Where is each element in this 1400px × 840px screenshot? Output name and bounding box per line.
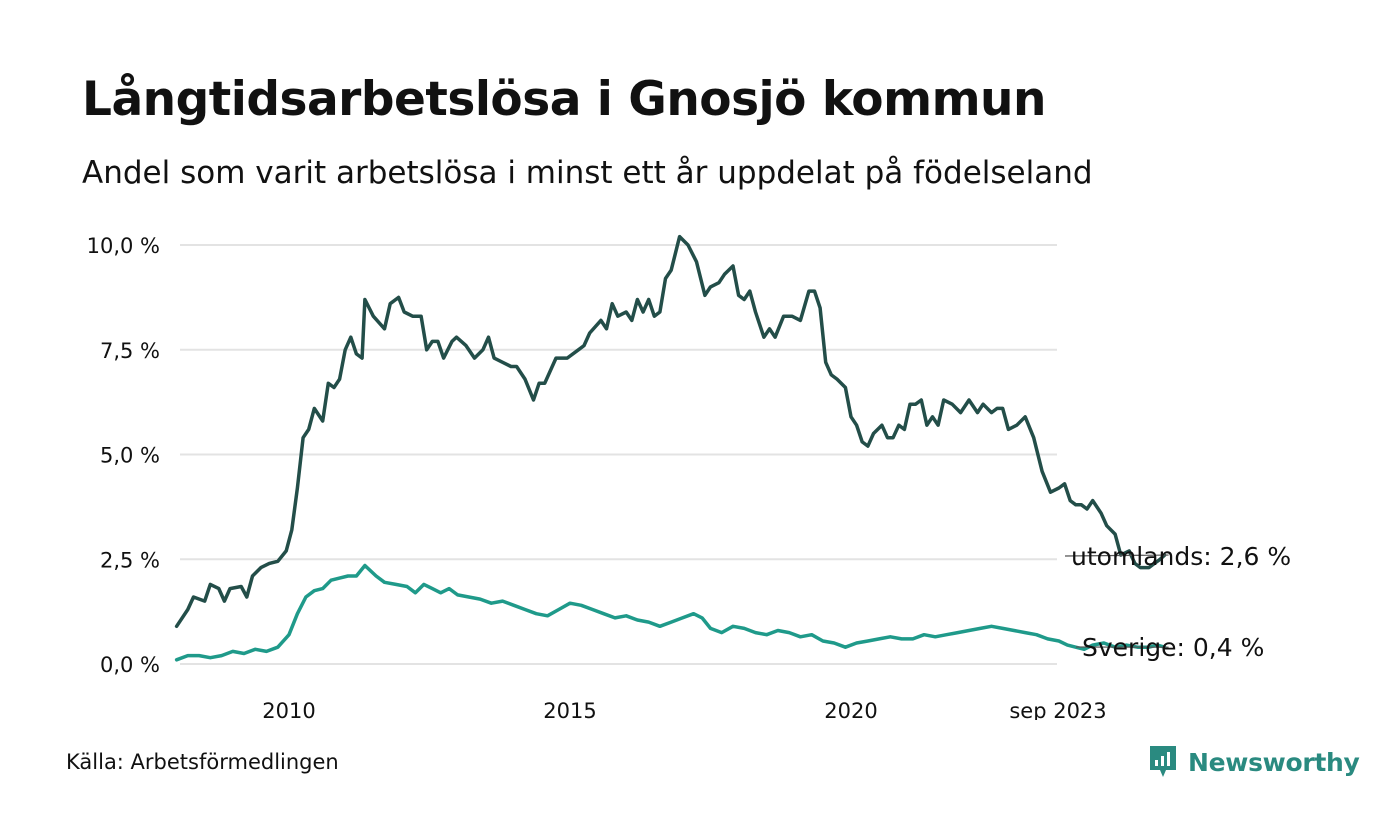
x-tick-label: sep 2023 (1009, 699, 1106, 720)
chart-subtitle: Andel som varit arbetslösa i minst ett å… (82, 155, 1093, 191)
x-tick-label: 2010 (262, 699, 315, 720)
series-lines (174, 234, 1167, 662)
grid-lines (180, 244, 1057, 665)
line-chart: 0,0 % 2,5 % 5,0 % 7,5 % 10,0 % 2010 2015 2020 s… (87, 234, 1292, 720)
y-tick-label: 7,5 % (100, 339, 160, 363)
y-tick-label: 10,0 % (87, 234, 160, 258)
x-tick-label: 2020 (824, 699, 877, 720)
newsworthy-logo[interactable]: Newsworthy (1148, 744, 1360, 780)
newsworthy-logo-icon (1150, 746, 1176, 777)
series-line-sverige (174, 563, 1167, 662)
x-tick-label: 2015 (543, 699, 596, 720)
y-tick-label: 2,5 % (100, 548, 160, 572)
source-note: Källa: Arbetsförmedlingen (66, 750, 339, 774)
y-axis-ticks: 0,0 % 2,5 % 5,0 % 7,5 % 10,0 % (87, 234, 160, 677)
series-line-utomlands (174, 234, 1167, 629)
chart-title: Långtidsarbetslösa i Gnosjö kommun (82, 72, 1046, 127)
series-end-label-utomlands: utomlands: 2,6 % (1071, 542, 1291, 571)
series-end-label-sverige: Sverige: 0,4 % (1082, 633, 1264, 662)
x-axis-ticks: 2010 2015 2020 sep 2023 (262, 699, 1106, 720)
newsworthy-logo-text: Newsworthy (1188, 747, 1360, 777)
y-tick-label: 0,0 % (100, 653, 160, 677)
series-label-connector (1064, 554, 1169, 557)
y-tick-label: 5,0 % (100, 444, 160, 468)
series-end-labels: utomlands: 2,6 % Sverige: 0,4 % (1064, 542, 1291, 662)
